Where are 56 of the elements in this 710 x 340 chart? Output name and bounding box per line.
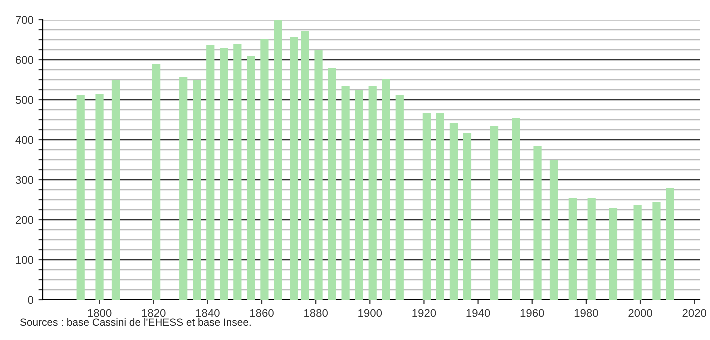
bar	[314, 50, 323, 300]
bar	[96, 94, 104, 300]
bar	[436, 113, 444, 300]
bar	[550, 160, 558, 300]
bar	[301, 31, 310, 300]
bar	[220, 48, 228, 300]
bar	[180, 77, 188, 300]
x-tick-label: 1960	[520, 309, 544, 318]
y-tick-label: 500	[16, 96, 34, 104]
y-tick-label: 0	[28, 296, 34, 304]
y-tick-label: 400	[16, 136, 34, 144]
x-tick-label: 1800	[88, 309, 112, 318]
bar	[342, 86, 350, 300]
bar	[396, 95, 404, 300]
bar	[290, 37, 298, 300]
x-tick-label: 1860	[250, 309, 274, 318]
bar	[634, 205, 642, 300]
bar	[422, 113, 431, 300]
x-tick-label: 1940	[466, 309, 490, 318]
bar	[512, 118, 520, 300]
x-tick-label: 1900	[358, 309, 382, 318]
x-tick-label: 1840	[196, 309, 220, 318]
bar	[609, 208, 618, 300]
bar	[193, 80, 202, 300]
x-tick-label: 2000	[628, 309, 652, 318]
bar	[463, 133, 472, 300]
bar	[274, 20, 282, 300]
bar	[76, 95, 85, 300]
bar	[112, 80, 120, 300]
source-note: Sources : base Cassini de l'EHESS et base Insee.	[20, 318, 251, 326]
x-tick-label: 1920	[412, 309, 436, 318]
bar	[568, 198, 577, 300]
bar	[247, 56, 256, 300]
x-tick-label: 1880	[304, 309, 328, 318]
bar	[355, 90, 364, 300]
y-tick-label: 300	[16, 176, 34, 184]
y-tick-label: 200	[16, 216, 34, 224]
x-tick-label: 1980	[574, 309, 598, 318]
bar	[588, 198, 596, 300]
bar	[234, 44, 242, 300]
bar	[260, 39, 269, 300]
bar	[328, 68, 336, 300]
bar	[652, 202, 661, 300]
y-tick-label: 600	[16, 56, 34, 64]
x-tick-label: 2020	[682, 309, 707, 318]
bar	[382, 79, 390, 300]
bar	[152, 64, 161, 300]
bar	[666, 188, 674, 300]
x-tick-label: 1820	[142, 309, 166, 318]
bar	[206, 45, 215, 300]
bar	[368, 86, 377, 300]
bar	[490, 126, 499, 300]
y-tick-label: 700	[16, 16, 34, 24]
y-tick-label: 100	[16, 256, 34, 264]
bar	[450, 123, 458, 300]
bar	[534, 146, 542, 300]
